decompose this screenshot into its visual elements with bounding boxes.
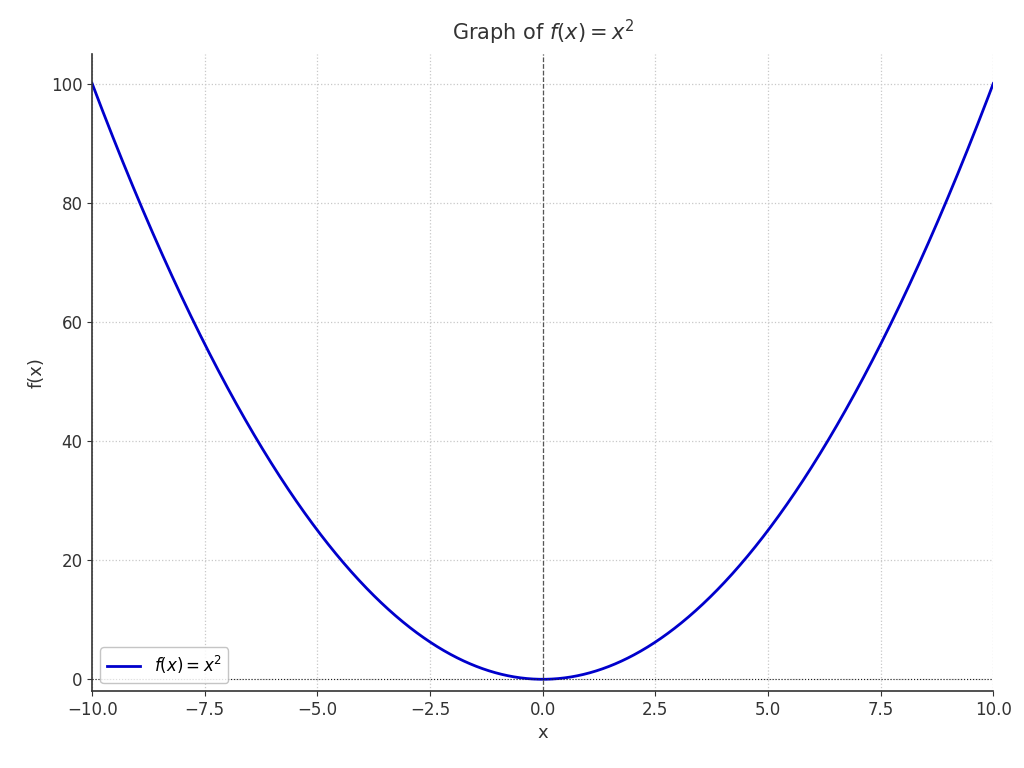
- $f(x) = x^2$: [987, 79, 999, 88]
- $f(x) = x^2$: [961, 146, 973, 155]
- Line: $f(x) = x^2$: $f(x) = x^2$: [92, 84, 993, 679]
- $f(x) = x^2$: [537, 674, 549, 684]
- $f(x) = x^2$: [524, 674, 537, 684]
- $f(x) = x^2$: [86, 79, 98, 88]
- $f(x) = x^2$: [501, 670, 513, 680]
- $f(x) = x^2$: [796, 477, 808, 486]
- Title: Graph of $f(x) = x^2$: Graph of $f(x) = x^2$: [452, 18, 634, 47]
- $f(x) = x^2$: [962, 145, 974, 154]
- Y-axis label: f(x): f(x): [28, 357, 45, 388]
- X-axis label: x: x: [538, 724, 548, 743]
- Legend: $f(x) = x^2$: $f(x) = x^2$: [100, 647, 228, 683]
- $f(x) = x^2$: [132, 194, 144, 204]
